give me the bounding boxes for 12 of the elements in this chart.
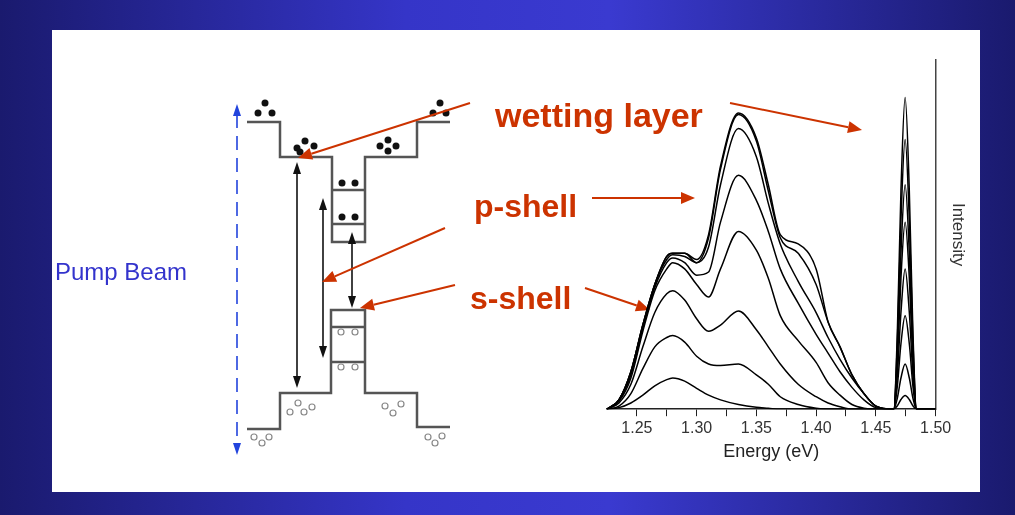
y-axis-title: Intensity	[949, 202, 969, 267]
text: Pump Beam	[55, 258, 188, 285]
text: s-shell	[470, 280, 572, 316]
annotation: wetting layer	[495, 96, 703, 134]
x-tick-label: 1.40	[800, 419, 832, 437]
x-tick-label: 1.50	[920, 419, 952, 437]
x-tick-label: 1.30	[681, 419, 713, 437]
x-tick-label: 1.35	[740, 419, 773, 437]
text: p-shell	[474, 188, 578, 224]
x-axis-title: Energy (eV)	[723, 441, 820, 462]
x-tick-label: 1.45	[860, 419, 892, 437]
x-tick-label: 1.25	[621, 419, 653, 437]
